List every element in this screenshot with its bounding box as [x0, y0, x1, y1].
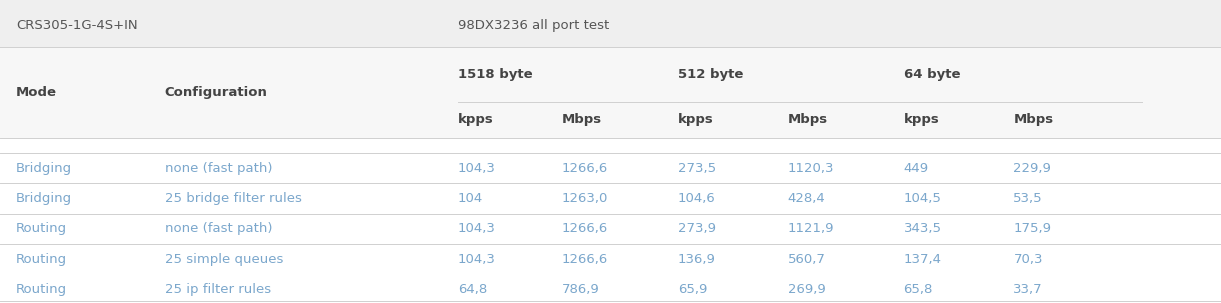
Text: Bridging: Bridging — [16, 162, 72, 175]
Text: 786,9: 786,9 — [562, 283, 600, 296]
Text: 343,5: 343,5 — [904, 222, 941, 235]
Text: 104: 104 — [458, 192, 484, 205]
Text: Mode: Mode — [16, 86, 57, 99]
Text: 1266,6: 1266,6 — [562, 253, 608, 265]
Text: Configuration: Configuration — [165, 86, 267, 99]
Text: 25 simple queues: 25 simple queues — [165, 253, 283, 265]
Bar — [0, 47, 1221, 138]
Text: none (fast path): none (fast path) — [165, 162, 272, 175]
Text: CRS305-1G-4S+IN: CRS305-1G-4S+IN — [16, 19, 138, 32]
Bar — [0, 0, 1221, 47]
Text: 428,4: 428,4 — [788, 192, 825, 205]
Text: 269,9: 269,9 — [788, 283, 825, 296]
Text: 53,5: 53,5 — [1013, 192, 1043, 205]
Text: 104,3: 104,3 — [458, 253, 496, 265]
Text: 104,3: 104,3 — [458, 162, 496, 175]
Text: 98DX3236 all port test: 98DX3236 all port test — [458, 19, 609, 32]
Text: 104,3: 104,3 — [458, 222, 496, 235]
Text: 104,6: 104,6 — [678, 192, 716, 205]
Text: kpps: kpps — [904, 113, 939, 126]
Text: 512 byte: 512 byte — [678, 68, 744, 81]
Text: 136,9: 136,9 — [678, 253, 716, 265]
Text: 137,4: 137,4 — [904, 253, 941, 265]
Text: 104,5: 104,5 — [904, 192, 941, 205]
Text: 64 byte: 64 byte — [904, 68, 960, 81]
Text: Routing: Routing — [16, 222, 67, 235]
Text: 1121,9: 1121,9 — [788, 222, 834, 235]
Text: 273,9: 273,9 — [678, 222, 716, 235]
Text: kpps: kpps — [458, 113, 493, 126]
Text: kpps: kpps — [678, 113, 713, 126]
Text: 1120,3: 1120,3 — [788, 162, 834, 175]
Text: 65,9: 65,9 — [678, 283, 707, 296]
Text: Mbps: Mbps — [788, 113, 828, 126]
Text: 449: 449 — [904, 162, 929, 175]
Text: Routing: Routing — [16, 253, 67, 265]
Text: none (fast path): none (fast path) — [165, 222, 272, 235]
Text: 273,5: 273,5 — [678, 162, 716, 175]
Text: 70,3: 70,3 — [1013, 253, 1043, 265]
Text: 1263,0: 1263,0 — [562, 192, 608, 205]
Text: 175,9: 175,9 — [1013, 222, 1051, 235]
Text: Mbps: Mbps — [1013, 113, 1054, 126]
Text: 65,8: 65,8 — [904, 283, 933, 296]
Text: 25 bridge filter rules: 25 bridge filter rules — [165, 192, 302, 205]
Text: 1266,6: 1266,6 — [562, 222, 608, 235]
Text: 1266,6: 1266,6 — [562, 162, 608, 175]
Text: 64,8: 64,8 — [458, 283, 487, 296]
Text: 25 ip filter rules: 25 ip filter rules — [165, 283, 271, 296]
Text: Routing: Routing — [16, 283, 67, 296]
Text: Bridging: Bridging — [16, 192, 72, 205]
Text: 33,7: 33,7 — [1013, 283, 1043, 296]
Text: 1518 byte: 1518 byte — [458, 68, 532, 81]
Text: Mbps: Mbps — [562, 113, 602, 126]
Text: 560,7: 560,7 — [788, 253, 825, 265]
Text: 229,9: 229,9 — [1013, 162, 1051, 175]
